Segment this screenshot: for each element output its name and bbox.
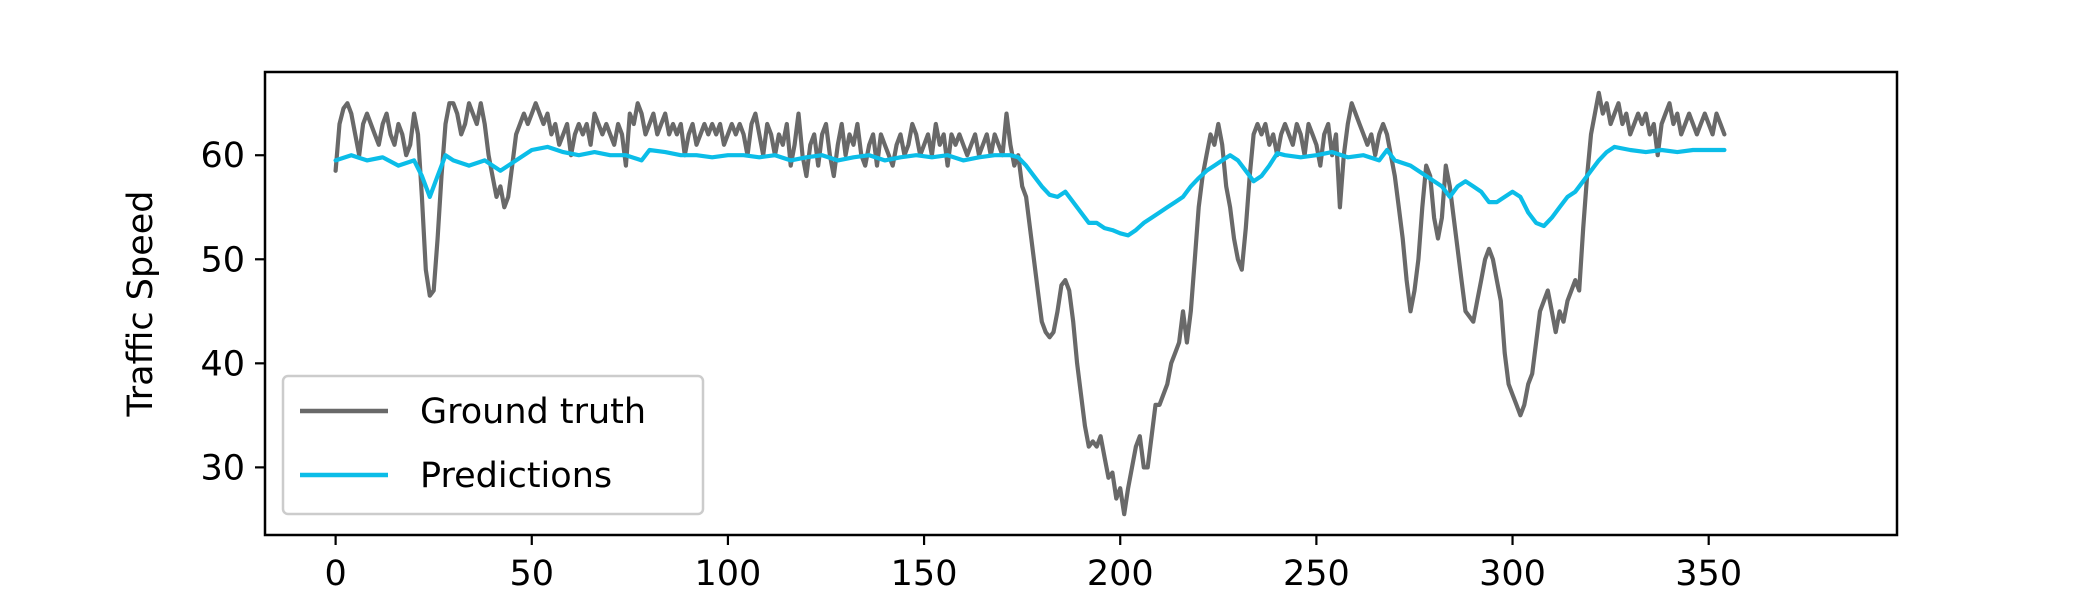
series-line-ground-truth: [333, 90, 1727, 517]
ticks-layer: 0 50 100 150 200 250 300 350 30 40 50 60: [200, 136, 1742, 594]
plot-frame: [263, 70, 1899, 537]
x-tick-label: 150: [891, 554, 958, 594]
legend: Ground truth Predictions: [281, 374, 705, 516]
y-axis-label: Traffic Speed: [121, 191, 161, 418]
legend-label-predictions: Predictions: [420, 456, 612, 496]
x-tick-label: 350: [1675, 554, 1742, 594]
x-tick-label: 250: [1283, 554, 1350, 594]
series-layer: [333, 90, 1727, 517]
y-tick-label: 50: [200, 240, 245, 280]
y-tick-label: 60: [200, 136, 245, 176]
series-line-predictions: [333, 144, 1727, 238]
x-tick-label: 200: [1087, 554, 1154, 594]
y-tick-label: 30: [200, 448, 245, 488]
x-tick-label: 50: [509, 554, 554, 594]
x-tick-label: 100: [695, 554, 762, 594]
y-tick-label: 40: [200, 344, 245, 384]
x-tick-label: 300: [1479, 554, 1546, 594]
legend-label-ground-truth: Ground truth: [420, 392, 646, 432]
x-tick-label: 0: [324, 554, 346, 594]
